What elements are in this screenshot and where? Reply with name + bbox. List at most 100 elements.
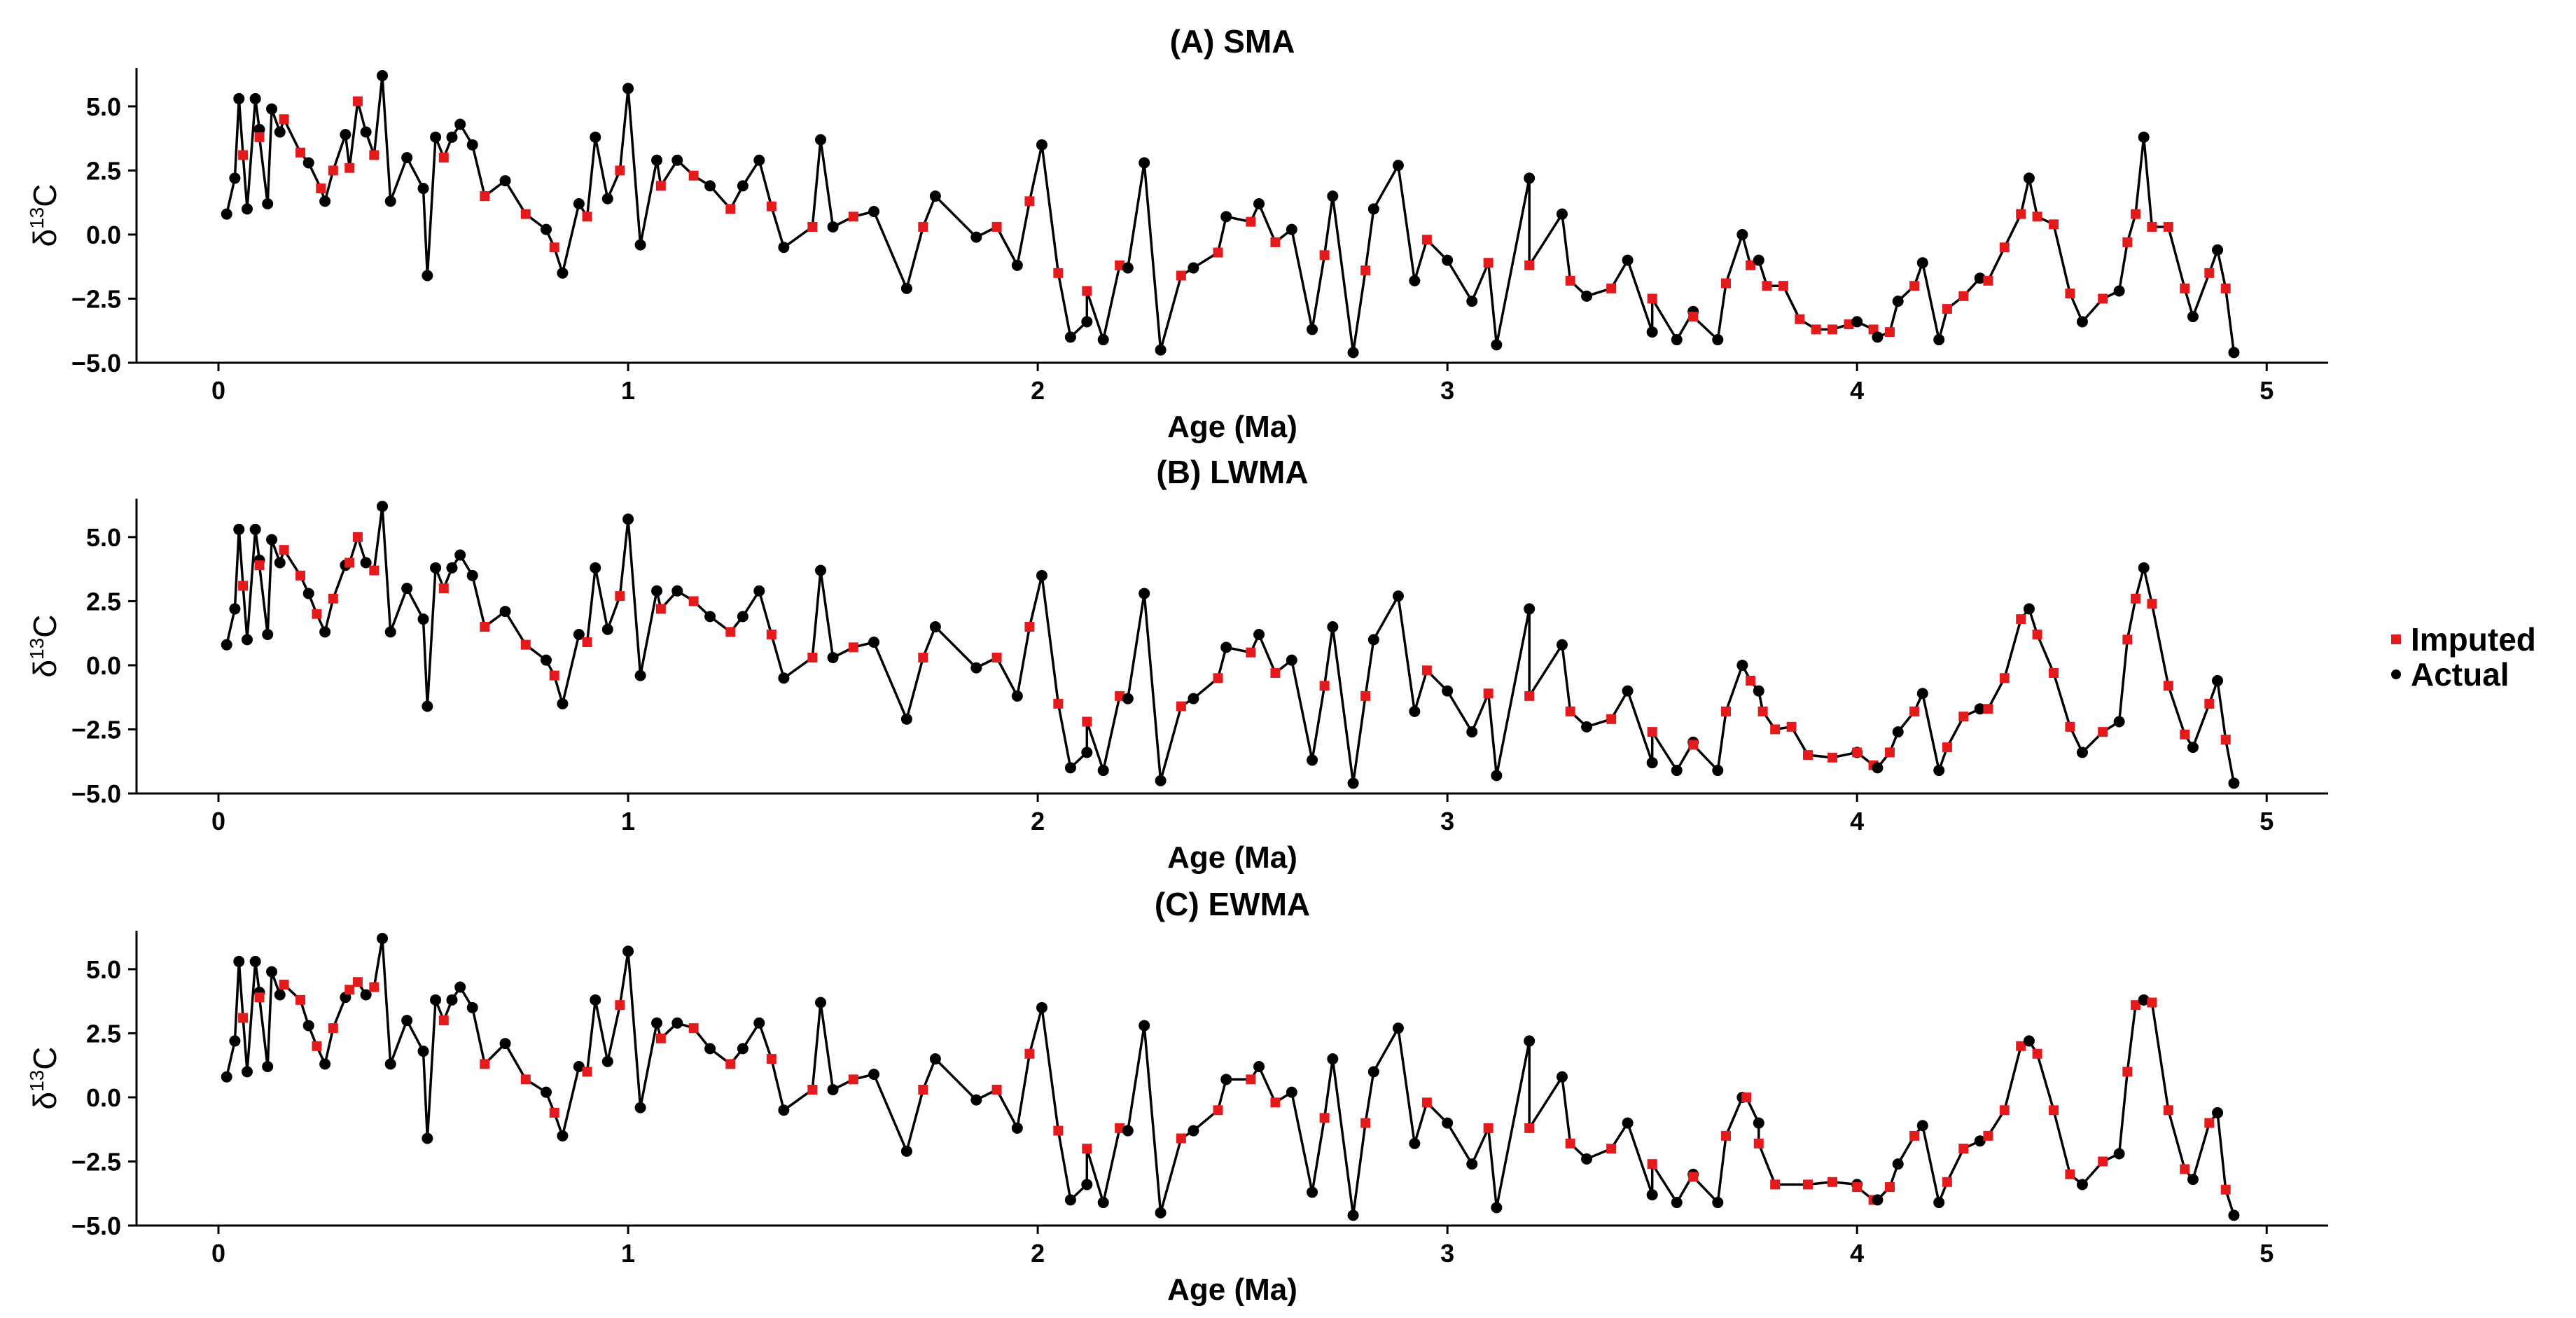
- panel-1-actual-point: [1671, 334, 1683, 346]
- panel-2-actual-point: [557, 698, 569, 709]
- panel-2-actual-point: [233, 523, 245, 535]
- panel-1-imputed-point: [1115, 260, 1125, 270]
- panel-3-actual-point: [233, 955, 245, 967]
- panel-3-actual-point: [573, 1061, 585, 1073]
- panel-3-imputed-point: [655, 1033, 666, 1043]
- panel-3-imputed-point: [295, 994, 306, 1005]
- panel-3-imputed-point: [1753, 1138, 1764, 1149]
- panel-2-actual-point: [1409, 705, 1421, 717]
- legend-item-actual: Actual: [2391, 656, 2536, 693]
- panel-3-actual-point: [499, 1038, 511, 1050]
- panel-2-actual-point: [1974, 703, 1986, 715]
- panel-1-actual-point: [2113, 285, 2125, 297]
- panel-2-imputed-point: [2065, 721, 2075, 732]
- panel-1-actual-point: [454, 118, 466, 130]
- panel-3-actual-point: [1712, 1197, 1724, 1209]
- panel-2-imputed-point: [1852, 747, 1863, 758]
- panel-3-imputed-point: [1958, 1144, 1969, 1154]
- panel-1-actual-point: [541, 223, 552, 235]
- panel-1-actual-point: [970, 231, 982, 243]
- panel-2-imputed-point: [2220, 735, 2231, 745]
- panel-2-actual-point: [384, 626, 396, 638]
- panel-3-actual-point: [2076, 1179, 2088, 1191]
- panel-1-actual-point: [753, 154, 765, 166]
- panel-1-actual-point: [622, 83, 634, 95]
- panel-2-imputed-point: [1647, 727, 1657, 737]
- panel-3-actual-point: [221, 1071, 232, 1083]
- panel-1-imputed-point: [615, 165, 625, 176]
- panel-2-y-tick-label: 2.5: [86, 587, 121, 616]
- panel-1-imputed-point: [1360, 265, 1371, 276]
- panel-2-imputed-point: [438, 583, 449, 594]
- panel-3-actual-point: [384, 1058, 396, 1070]
- panel-2-actual-point: [2076, 747, 2088, 758]
- panel-2-x-tick-label: 0: [211, 807, 225, 835]
- panel-3-imputed-point: [2098, 1156, 2108, 1167]
- panel-1-imputed-point: [2131, 209, 2141, 219]
- panel-3-actual-point: [377, 932, 389, 944]
- panel-1-imputed-point: [2204, 268, 2215, 278]
- panel-2-imputed-point: [2163, 681, 2173, 691]
- panel-2-actual-point: [1392, 590, 1404, 602]
- panel-1-actual-point: [1524, 172, 1536, 184]
- panel-2-x-tick-label: 3: [1440, 807, 1454, 835]
- panel-1-actual-point: [929, 190, 941, 202]
- panel-3-x-axis-label: Age (Ma): [1167, 1272, 1297, 1307]
- panel-2-imputed-point: [582, 637, 592, 648]
- panel-1-actual-point: [1974, 272, 1986, 284]
- panel-3-actual-point: [601, 1055, 613, 1067]
- panel-2-imputed-point: [1827, 752, 1838, 763]
- panel-1-imputed-point: [1983, 275, 1993, 286]
- panel-3-y-tick-label: 2.5: [86, 1019, 121, 1048]
- panel-3-imputed-point: [344, 985, 355, 995]
- panel-2-imputed-point: [1483, 688, 1494, 699]
- panel-1-x-tick-label: 0: [211, 376, 225, 405]
- panel-2-imputed-point: [520, 639, 531, 650]
- panel-3-imputed-point: [254, 992, 265, 1003]
- legend-label-imputed: Imputed: [2411, 621, 2536, 658]
- panel-2-imputed-point: [1942, 742, 1952, 753]
- panel-2-x-tick-label: 4: [1850, 807, 1864, 835]
- panel-2-imputed-point: [615, 591, 625, 602]
- panel-2-actual-point: [302, 588, 314, 599]
- panel-1-imputed-point: [549, 242, 559, 253]
- panel-2-imputed-point: [1885, 747, 1895, 758]
- panel-2-x-tick-label: 2: [1031, 807, 1045, 835]
- panel-3-actual-point: [1974, 1135, 1986, 1147]
- panel-3-actual-point: [1097, 1197, 1109, 1209]
- panel-2-y-tick-label: 5.0: [86, 523, 121, 552]
- panel-1-actual-point: [1253, 198, 1265, 210]
- panel-3-imputed-point: [2065, 1169, 2075, 1179]
- panel-3-imputed-point: [1524, 1123, 1535, 1133]
- panel-1-actual-point: [1347, 347, 1359, 359]
- panel-2-imputed-point: [1770, 724, 1781, 735]
- panel-1-actual-point: [590, 131, 601, 143]
- panel-3-actual-point: [2228, 1209, 2240, 1221]
- panel-1-title: (A) SMA: [1170, 23, 1295, 60]
- panel-1-imputed-point: [2065, 289, 2075, 299]
- panel-2-actual-point: [651, 585, 663, 597]
- panel-1-imputed-point: [1999, 242, 2010, 253]
- panel-3-imputed-point: [2204, 1118, 2215, 1128]
- panel-1-actual-point: [2187, 311, 2199, 323]
- panel-2-actual-point: [2228, 777, 2240, 789]
- panel-3-actual-point: [557, 1130, 569, 1142]
- panel-2-actual-point: [2212, 674, 2224, 686]
- panel-1-imputed-point: [991, 221, 1002, 232]
- panel-2-actual-point: [262, 629, 274, 641]
- panel-1-imputed-point: [1720, 278, 1731, 289]
- panel-2-actual-point: [1646, 757, 1658, 769]
- panel-2-actual-point: [778, 672, 790, 684]
- panel-3-imputed-point: [918, 1084, 928, 1095]
- panel-1-actual-point: [900, 282, 912, 294]
- panel-2-imputed-point: [1246, 647, 1256, 658]
- panel-1-actual-point: [1753, 254, 1764, 266]
- panel-2-actual-point: [417, 613, 429, 625]
- panel-3-actual-point: [1307, 1186, 1318, 1198]
- panel-3-imputed-point: [1115, 1123, 1125, 1133]
- panel-3-imputed-point: [2122, 1067, 2133, 1077]
- panel-2-title: (B) LWMA: [1156, 454, 1308, 490]
- panel-3-imputed-point: [1270, 1097, 1281, 1108]
- panel-1-x-axis-label: Age (Ma): [1167, 410, 1297, 444]
- panel-1-imputed-point: [725, 204, 736, 214]
